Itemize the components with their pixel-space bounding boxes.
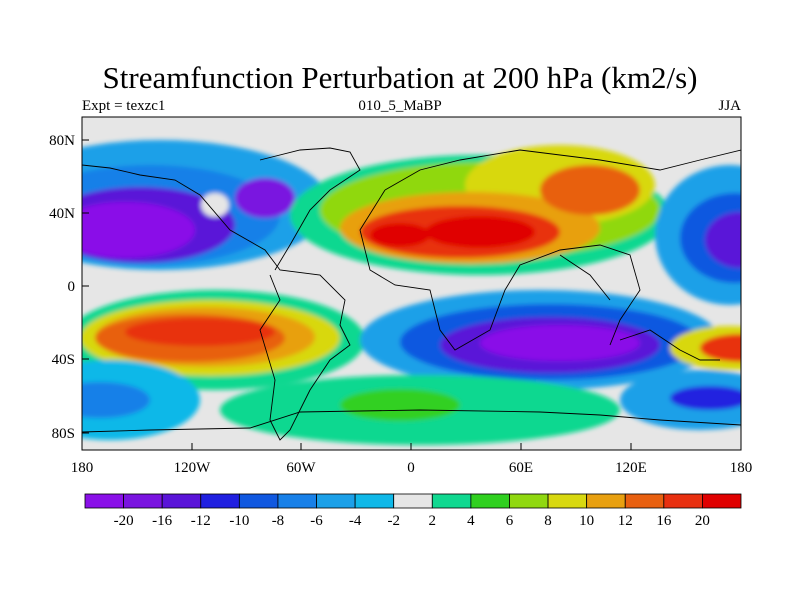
colorbar-label: -10: [229, 513, 249, 529]
y-tick-label: 40N: [49, 206, 75, 222]
colorbar: -20 -16 -12 -10 -8 -6 -4 -2 2 4 6 8 10 12 16 20: [84, 493, 742, 529]
colorbar-label: -4: [349, 513, 362, 529]
map-title: Streamfunction Perturbation at 200 hPa (…: [102, 60, 698, 95]
colorbar-label: 10: [579, 513, 594, 529]
colorbar-swatch: [663, 493, 703, 509]
colorbar-swatch: [586, 493, 626, 509]
colorbar-swatch: [702, 493, 742, 509]
colorbar-swatch: [123, 493, 163, 509]
x-tick-label: 120E: [615, 460, 647, 476]
colorbar-swatch: [509, 493, 549, 509]
colorbar-label: -2: [387, 513, 400, 529]
x-tick-label: 60E: [509, 460, 533, 476]
x-tick-label: 60W: [286, 460, 316, 476]
colorbar-swatch: [354, 493, 395, 509]
y-tick-label: 40S: [52, 352, 75, 368]
x-tick-label: 120W: [174, 460, 212, 476]
y-tick-label: 80N: [49, 133, 75, 149]
period-label: 010_5_MaBP: [358, 98, 442, 114]
colorbar-label: -6: [310, 513, 323, 529]
colorbar-label: 6: [506, 513, 514, 529]
y-tick-label: 0: [68, 279, 76, 295]
colorbar-swatch: [431, 493, 472, 509]
colorbar-swatch: [161, 493, 202, 509]
colorbar-swatch: [470, 493, 510, 509]
coastline-outline: [82, 147, 741, 441]
x-tick-label: 180: [730, 460, 753, 476]
colorbar-label: 12: [618, 513, 633, 529]
colorbar-label: -20: [114, 513, 134, 529]
colorbar-label: -12: [191, 513, 211, 529]
colorbar-label: -16: [152, 513, 172, 529]
colorbar-swatch: [624, 493, 665, 509]
colorbar-label: 20: [695, 513, 710, 529]
colorbar-label: 2: [429, 513, 437, 529]
colorbar-label: 8: [544, 513, 552, 529]
colorbar-label: 4: [467, 513, 475, 529]
experiment-label: Expt = texzc1: [82, 98, 166, 114]
x-tick-label: 0: [407, 460, 415, 476]
colorbar-swatch: [316, 493, 356, 509]
colorbar-swatch: [547, 493, 588, 509]
colorbar-swatch: [393, 493, 433, 509]
colorbar-swatch: [200, 493, 240, 509]
colorbar-label: -8: [272, 513, 285, 529]
contour-field: [82, 117, 741, 450]
y-tick-label: 80S: [52, 426, 75, 442]
season-label: JJA: [718, 98, 741, 114]
colorbar-swatch: [277, 493, 317, 509]
colorbar-swatch: [84, 493, 124, 509]
colorbar-label: 16: [656, 513, 672, 529]
colorbar-swatch: [238, 493, 279, 509]
x-tick-label: 180: [71, 460, 94, 476]
